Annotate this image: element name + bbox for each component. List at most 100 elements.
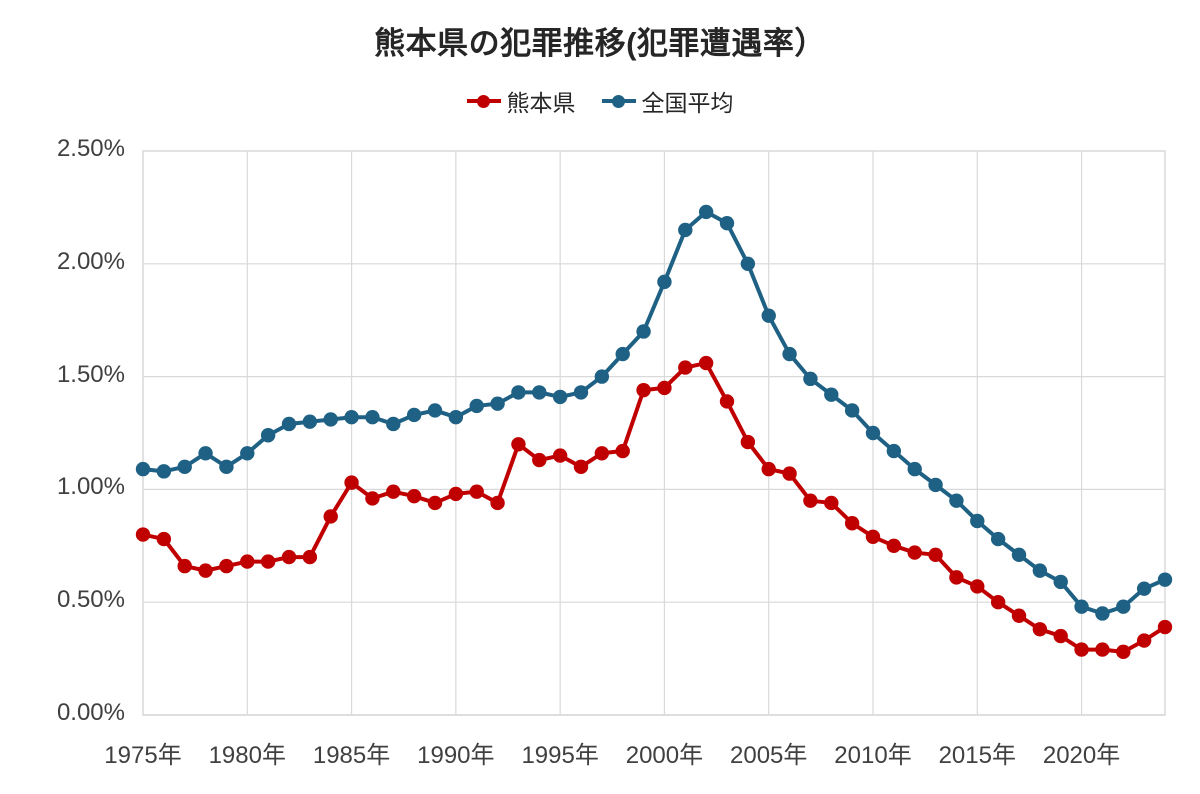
y-axis-tick-label: 2.50% <box>56 135 125 162</box>
data-point <box>990 531 1006 547</box>
data-point <box>803 371 818 387</box>
legend-label-national-average: 全国平均 <box>641 90 734 116</box>
data-point <box>219 558 234 574</box>
y-axis-tick-label: 2.00% <box>56 247 125 275</box>
data-point <box>865 425 881 441</box>
data-point <box>1157 572 1173 587</box>
data-point <box>302 549 318 565</box>
data-point <box>1095 642 1110 657</box>
data-point <box>573 385 589 400</box>
data-point <box>1136 581 1152 596</box>
data-point <box>448 410 464 425</box>
x-axis-tick-label: 2005年 <box>730 742 808 769</box>
data-point <box>657 380 672 396</box>
data-point <box>844 516 860 531</box>
data-point <box>260 428 276 443</box>
y-axis-tick-label: 1.00% <box>56 473 125 501</box>
data-point <box>928 477 943 493</box>
data-point <box>719 215 735 231</box>
data-point <box>427 495 443 511</box>
legend-item-kumamoto: 熊本県 <box>466 84 576 118</box>
chart-title: 熊本県の犯罪推移(犯罪遭遇率） <box>374 26 826 61</box>
y-axis-tick-label: 0.00% <box>56 699 125 726</box>
data-point <box>907 461 922 477</box>
data-point <box>532 385 547 400</box>
legend-marker-national-average <box>601 94 636 108</box>
data-point <box>386 484 401 499</box>
data-point <box>1157 619 1173 635</box>
legend-label-kumamoto: 熊本県 <box>506 90 576 116</box>
data-point <box>594 369 610 384</box>
data-point <box>511 437 526 452</box>
data-point <box>198 563 213 578</box>
chart-legend: 熊本県 全国平均 <box>0 84 1200 118</box>
data-point <box>782 466 797 481</box>
data-point <box>803 493 818 508</box>
data-point <box>698 204 714 220</box>
data-point <box>469 398 484 414</box>
data-point <box>135 461 151 477</box>
x-axis-tick-label: 1990年 <box>417 742 495 769</box>
data-point <box>135 527 151 542</box>
data-point <box>678 222 693 238</box>
data-point <box>490 396 505 411</box>
y-axis-tick-label: 0.50% <box>56 586 125 614</box>
data-point <box>970 513 985 529</box>
data-point <box>323 412 338 427</box>
data-point <box>240 554 255 569</box>
data-point <box>323 509 338 524</box>
x-axis-tick-label: 1975年 <box>104 742 182 769</box>
y-axis-tick-label: 1.50% <box>56 360 125 388</box>
data-point <box>824 495 839 511</box>
data-point <box>573 459 589 475</box>
data-point <box>1053 574 1068 590</box>
data-point <box>761 308 776 323</box>
data-point <box>532 452 547 468</box>
legend-marker-kumamoto <box>466 94 501 108</box>
x-axis-tick-label: 2010年 <box>834 742 912 769</box>
data-point <box>740 434 756 450</box>
data-point <box>1074 599 1089 614</box>
data-point <box>1032 563 1048 578</box>
data-point <box>156 531 172 547</box>
data-point <box>406 407 422 423</box>
plot-background <box>143 151 1165 715</box>
data-point <box>177 558 192 574</box>
x-axis-tick-label: 2015年 <box>938 742 1016 769</box>
data-point <box>844 403 860 418</box>
data-point <box>990 595 1006 610</box>
data-point <box>1011 608 1027 623</box>
data-point <box>448 486 464 502</box>
data-point <box>928 547 943 563</box>
x-axis-tick-label: 1985年 <box>312 742 391 769</box>
data-point <box>552 448 568 463</box>
data-point <box>302 414 318 429</box>
data-point <box>636 324 651 339</box>
data-point <box>761 461 776 477</box>
data-point <box>511 385 526 400</box>
data-point <box>824 387 839 402</box>
data-point <box>490 495 505 511</box>
data-point <box>281 416 297 432</box>
data-point <box>1095 606 1110 621</box>
data-point <box>386 416 401 432</box>
data-point <box>657 274 672 290</box>
data-point <box>886 443 902 459</box>
data-point <box>406 488 422 504</box>
data-point <box>344 475 359 490</box>
data-point <box>260 554 276 569</box>
data-point <box>177 459 192 475</box>
data-point <box>949 570 964 585</box>
data-point <box>907 545 922 560</box>
data-point <box>678 360 693 375</box>
data-point <box>219 459 234 475</box>
data-point <box>615 443 630 459</box>
data-point <box>281 549 297 565</box>
x-axis-tick-label: 1995年 <box>521 742 599 769</box>
data-point <box>365 410 380 425</box>
data-point <box>1032 622 1048 637</box>
data-point <box>782 346 797 362</box>
